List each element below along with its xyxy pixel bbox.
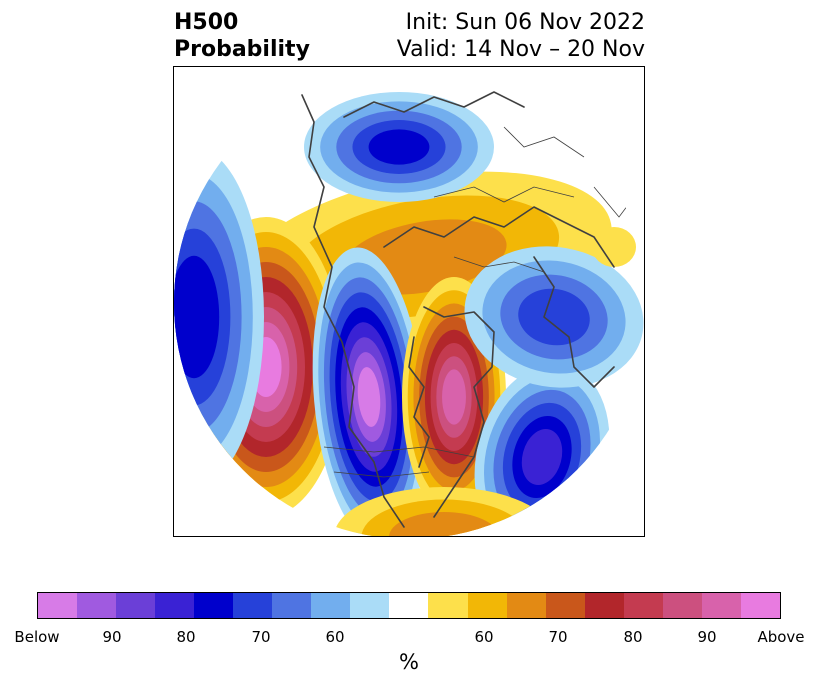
- country-border: [453, 256, 545, 273]
- colorbar-segment: [389, 593, 429, 618]
- colorbar-segment: [350, 593, 390, 618]
- colorbar-segment: [740, 593, 780, 618]
- colorbar-segment: [311, 593, 351, 618]
- colorbar-segment: [272, 593, 312, 618]
- chart-title: H500 Probability: [174, 9, 310, 63]
- colorbar-segment: [662, 593, 702, 618]
- colorbar-tick-label: Above: [757, 628, 805, 646]
- colorbar-segment: [38, 593, 78, 618]
- colorbar-tick-label: Below: [14, 628, 60, 646]
- colorbar-unit-label: %: [399, 650, 419, 674]
- coastline: [408, 336, 430, 468]
- colorbar-tick-label: 70: [251, 628, 271, 646]
- colorbar-segment: [545, 593, 585, 618]
- colorbar-segment: [623, 593, 663, 618]
- init-date: Init: Sun 06 Nov 2022: [405, 10, 645, 35]
- colorbar-segment: [77, 593, 117, 618]
- probability-contour: [518, 288, 590, 346]
- colorbar-segment: [116, 593, 156, 618]
- country-border: [433, 186, 575, 203]
- colorbar-segment: [506, 593, 546, 618]
- probability-contour: [357, 367, 381, 427]
- coastline: [301, 94, 405, 528]
- colorbar-segment: [233, 593, 273, 618]
- probability-contour: [521, 429, 563, 485]
- coastline: [383, 206, 615, 268]
- colorbar-tick-label: 80: [176, 628, 196, 646]
- coastline: [423, 306, 495, 518]
- colorbar-tick-label: 60: [325, 628, 345, 646]
- colorbar-tick-label: 70: [548, 628, 568, 646]
- probability-contour: [592, 227, 636, 267]
- probability-contour: [368, 129, 430, 165]
- colorbar-tick-label: 90: [697, 628, 717, 646]
- colorbar: [37, 592, 781, 619]
- colorbar-segment: [194, 593, 234, 618]
- valid-range: Valid: 14 Nov – 20 Nov: [396, 37, 645, 62]
- colorbar-segment: [155, 593, 195, 618]
- colorbar-tick-label: 60: [474, 628, 494, 646]
- colorbar-segment: [584, 593, 624, 618]
- colorbar-segment: [701, 593, 741, 618]
- probability-map: [174, 67, 644, 536]
- country-border: [323, 446, 475, 458]
- coastline: [343, 91, 525, 118]
- probability-contour: [389, 512, 499, 536]
- coastline: [533, 256, 615, 388]
- country-border: [503, 126, 585, 158]
- colorbar-tick-label: 90: [102, 628, 122, 646]
- map-frame: [173, 66, 645, 537]
- probability-contour: [174, 255, 220, 379]
- colorbar-segment: [467, 593, 507, 618]
- title-line2: Probability: [174, 37, 310, 62]
- colorbar-segment: [428, 593, 468, 618]
- country-border: [333, 471, 430, 478]
- probability-contour: [442, 369, 466, 425]
- probability-contour: [361, 499, 527, 536]
- forecast-timing: Init: Sun 06 Nov 2022 Valid: 14 Nov – 20…: [397, 9, 645, 63]
- colorbar-tick-label: 80: [623, 628, 643, 646]
- title-line1: H500: [174, 10, 239, 35]
